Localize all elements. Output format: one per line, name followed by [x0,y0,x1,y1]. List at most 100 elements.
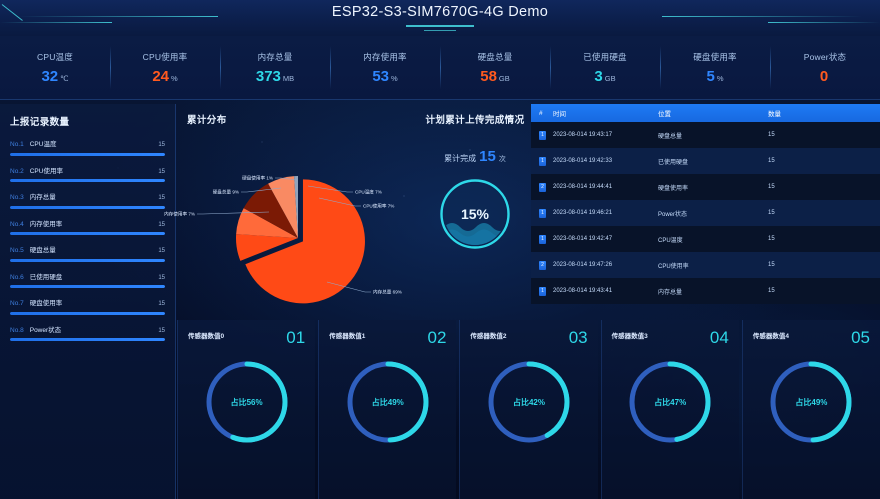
kpi-item-4: 硬盘总量 58 GB [440,36,550,99]
title-underline-2 [424,30,456,31]
sensor-donut: 占比56% [204,359,290,445]
kpi-value: 373 MB [256,68,294,85]
gauge-subtitle-prefix: 累计完成 [444,154,477,163]
records-table-head: # 时间 位置 数量 [531,104,880,122]
sidebar-record-no: No.1 [10,141,24,148]
sidebar-record-name: 内存总量 [29,194,56,201]
upload-records-panel: 上报记录数量 No.1 CPU温度 15 No.2 CPU使用率 15 No.3 内存总量 15… [0,104,176,499]
sidebar-record-item-1[interactable]: No.2 CPU使用率 15 [10,168,165,182]
sensor-donut-label: 占比56% [230,397,263,407]
sensor-donut-arc [206,361,288,443]
table-header-row: # 时间 位置 数量 [531,104,880,122]
table-cell-position: CPU使用率 [658,263,689,270]
sensor-card-3[interactable]: 传感器数值3 04 占比47% [600,320,739,499]
sensor-card-4[interactable]: 传感器数值4 05 占比49% [741,320,880,499]
table-cell-position: 硬盘总量 [658,133,683,140]
sidebar-record-qty: 15 [158,142,165,148]
kpi-label: 内存使用率 [363,51,407,62]
sidebar-record-progress-track [10,232,165,235]
table-cell-index: 1 [531,226,553,252]
pie-chart: 内存总量 69% CPU温度 7% CPU使用率 7% 硬盘总量 9% 内存使用率 7%… [164,130,419,318]
kpi-item-1: CPU使用率 24% [110,36,220,99]
table-header-position[interactable]: 位置 [658,104,768,122]
table-row[interactable]: 1 2023-08-014 19:46:21 Power状态 15 [531,200,880,226]
upload-plan-panel: 计划累计上传完成情况 累计完成 15 次 15% [420,104,530,318]
table-header-time[interactable]: 时间 [553,104,658,122]
table-header-qty[interactable]: 数量 [768,104,880,122]
sidebar-record-item-6[interactable]: No.7 硬盘使用率 15 [10,300,165,315]
sidebar-record-item-4[interactable]: No.5 硬盘总量 15 [10,247,165,262]
sensor-card-header: 传感器数值4 05 [753,329,870,346]
title-decoration-right-2 [768,22,880,23]
kpi-number: 0 [819,67,829,85]
sensor-donut: 占比47% [627,359,713,445]
kpi-unit: GB [604,73,616,83]
sensor-card-0[interactable]: 传感器数值0 01 占比56% [177,320,316,499]
kpi-label: 内存总量 [257,51,293,62]
pie-slice-5[interactable] [294,176,298,238]
sidebar-record-progress-fill [10,205,165,209]
completion-gauge: 15% [438,177,512,251]
table-header-index[interactable]: # [531,104,553,122]
table-cell-time: 2023-08-014 19:43:17 [553,132,613,138]
kpi-label: CPU使用率 [142,51,188,62]
sensor-card-name: 传感器数值0 [188,333,225,340]
kpi-unit: % [391,73,398,83]
sidebar-record-qty: 15 [158,168,165,175]
pie-leader-line-0 [326,281,371,293]
sidebar-record-row: No.5 硬盘总量 15 [10,247,165,255]
row-index-badge: 1 [539,234,546,244]
pie-label-5: 硬盘使用率 1% [242,175,273,182]
table-cell-position: Power状态 [658,211,688,218]
kpi-value: 5% [706,68,723,85]
sensor-card-header: 传感器数值2 03 [470,328,588,347]
kpi-number: 58 [480,67,497,85]
kpi-number: 24 [152,67,169,85]
table-row[interactable]: 1 2023-08-014 19:43:17 硬盘总量 15 [531,122,880,148]
sidebar-record-item-5[interactable]: No.6 已使用硬盘 15 [10,273,165,288]
sensor-donut-arc [347,361,429,443]
table-row[interactable]: 2 2023-08-014 19:47:26 CPU使用率 15 [531,252,880,278]
kpi-number: 32 [41,67,59,85]
sensor-card-1[interactable]: 传感器数值1 02 占比49% [318,320,457,499]
pie-slice-3[interactable] [243,183,298,238]
sidebar-record-progress-fill [10,285,165,288]
sidebar-record-item-0[interactable]: No.1 CPU温度 15 [10,141,165,156]
sensor-card-index: 03 [568,328,588,347]
sidebar-record-name: CPU温度 [29,141,57,148]
sidebar-record-item-2[interactable]: No.3 内存总量 15 [10,194,165,209]
sidebar-record-qty: 15 [158,195,165,201]
table-cell-qty: 15 [768,288,775,294]
table-row[interactable]: 1 2023-08-014 19:42:47 CPU温度 15 [531,226,880,252]
pie-slice-4[interactable] [268,176,298,238]
sensor-donut-arc [488,361,570,443]
sidebar-record-no: No.6 [10,273,24,281]
table-row[interactable]: 1 2023-08-014 19:43:41 内存总量 15 [531,278,880,304]
kpi-item-0: CPU温度 32 ℃ [0,36,110,99]
table-row[interactable]: 1 2023-08-014 19:42:33 已使用硬盘 15 [531,148,880,174]
pie-leader-line-3 [241,187,282,193]
sidebar-record-progress-track [10,205,165,209]
pie-slice-2[interactable] [236,208,298,238]
sidebar-record-progress-fill [10,232,165,235]
sidebar-record-item-7[interactable]: No.8 Power状态 15 [10,327,165,341]
title-decoration-right [662,16,862,17]
kpi-value: 58 GB [480,68,510,85]
sidebar-record-item-3[interactable]: No.4 内存使用率 15 [10,220,165,235]
kpi-number: 373 [255,67,281,85]
sensor-card-2[interactable]: 传感器数值2 03 占比42% [459,320,598,499]
pie-leader-line-5 [275,177,298,181]
sidebar-record-progress-track [10,152,165,156]
kpi-unit: MB [282,73,295,83]
sidebar-record-row: No.4 内存使用率 15 [10,220,165,229]
sidebar-record-row: No.6 已使用硬盘 15 [10,273,165,282]
sidebar-record-row: No.1 CPU温度 15 [10,141,165,149]
sidebar-record-progress-fill [10,258,165,262]
kpi-value: 3 GB [594,68,615,85]
pie-slice-1[interactable] [236,234,298,261]
table-row[interactable]: 2 2023-08-014 19:44:41 硬盘使用率 15 [531,174,880,200]
sidebar-record-no: No.4 [10,220,24,228]
row-index-badge: 1 [539,156,546,166]
pie-slice-0[interactable] [245,179,365,304]
pie-label-3: 硬盘总量 9% [213,189,239,196]
